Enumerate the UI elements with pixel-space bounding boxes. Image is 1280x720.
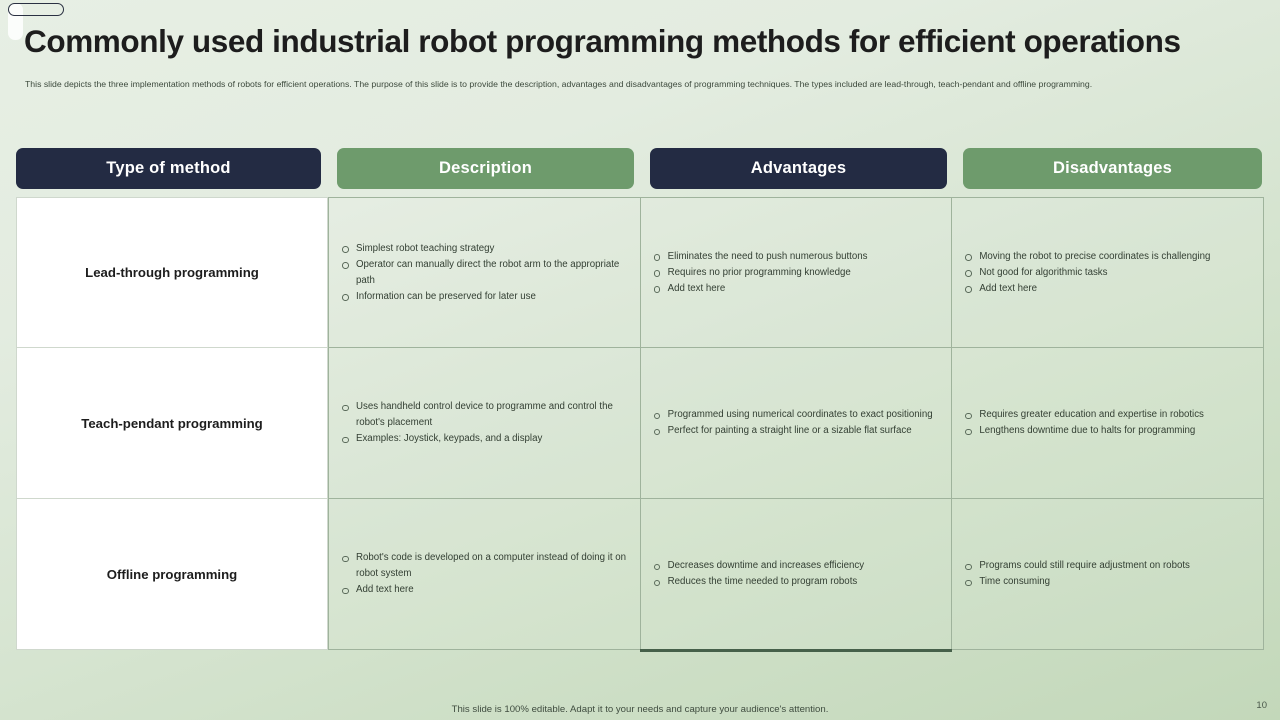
bullet-item: Information can be preserved for later u… — [337, 289, 640, 305]
comparison-table: Lead-through programming Simplest robot … — [16, 197, 1265, 652]
bullet-item: Add text here — [337, 582, 640, 598]
bullet-item: Lengthens downtime due to halts for prog… — [960, 423, 1263, 439]
bullet-item: Not good for algorithmic tasks — [960, 265, 1263, 281]
advantages-list: Programmed using numerical coordinates t… — [649, 407, 952, 439]
bullet-item: Requires no prior programming knowledge — [649, 265, 952, 281]
method-name-cell: Offline programming — [16, 499, 328, 650]
disadvantages-cell: Requires greater education and expertise… — [952, 348, 1265, 499]
page-number: 10 — [1256, 700, 1267, 711]
bullet-item: Examples: Joystick, keypads, and a displ… — [337, 431, 640, 447]
bullet-item: Add text here — [649, 281, 952, 297]
disadvantages-cell: Moving the robot to precise coordinates … — [952, 197, 1265, 348]
bullet-item: Add text here — [960, 281, 1263, 297]
table-row: Teach-pendant programming Uses handheld … — [16, 348, 1265, 499]
description-list: Simplest robot teaching strategy Operator… — [337, 241, 640, 305]
method-name-cell: Teach-pendant programming — [16, 348, 328, 499]
description-cell: Simplest robot teaching strategy Operator… — [328, 197, 641, 348]
description-cell: Robot's code is developed on a computer … — [328, 499, 641, 650]
bullet-item: Reduces the time needed to program robot… — [649, 574, 952, 590]
bullet-item: Programs could still require adjustment … — [960, 558, 1263, 574]
column-header-advantages: Advantages — [650, 148, 947, 189]
disadvantages-cell: Programs could still require adjustment … — [952, 499, 1265, 650]
table-row: Offline programming Robot's code is deve… — [16, 499, 1265, 652]
bullet-item: Robot's code is developed on a computer … — [337, 550, 640, 582]
page-title: Commonly used industrial robot programmi… — [24, 23, 1181, 59]
table-header-row: Type of method Description Advantages Di… — [16, 148, 1264, 189]
disadvantages-list: Moving the robot to precise coordinates … — [960, 249, 1263, 297]
bullet-item: Perfect for painting a straight line or … — [649, 423, 952, 439]
accent-underline — [640, 649, 952, 652]
advantages-list: Decreases downtime and increases efficie… — [649, 558, 952, 590]
advantages-cell: Programmed using numerical coordinates t… — [640, 348, 953, 499]
column-header-disadvantages: Disadvantages — [963, 148, 1262, 189]
bullet-item: Requires greater education and expertise… — [960, 407, 1263, 423]
method-name-cell: Lead-through programming — [16, 197, 328, 348]
bullet-item: Decreases downtime and increases efficie… — [649, 558, 952, 574]
advantages-list: Eliminates the need to push numerous but… — [649, 249, 952, 297]
column-header-type-of-method: Type of method — [16, 148, 321, 189]
description-list: Robot's code is developed on a computer … — [337, 550, 640, 598]
bullet-item: Moving the robot to precise coordinates … — [960, 249, 1263, 265]
decorative-pill-outline — [8, 3, 64, 16]
bullet-item: Operator can manually direct the robot a… — [337, 257, 640, 289]
description-list: Uses handheld control device to programm… — [337, 399, 640, 447]
bullet-item: Uses handheld control device to programm… — [337, 399, 640, 431]
column-header-description: Description — [337, 148, 634, 189]
advantages-cell: Eliminates the need to push numerous but… — [640, 197, 953, 348]
slide-subtitle: This slide depicts the three implementat… — [25, 79, 1093, 89]
bullet-item: Eliminates the need to push numerous but… — [649, 249, 952, 265]
description-cell: Uses handheld control device to programm… — [328, 348, 641, 499]
bullet-item: Programmed using numerical coordinates t… — [649, 407, 952, 423]
advantages-cell: Decreases downtime and increases efficie… — [640, 499, 953, 650]
bullet-item: Simplest robot teaching strategy — [337, 241, 640, 257]
disadvantages-list: Requires greater education and expertise… — [960, 407, 1263, 439]
bullet-item: Time consuming — [960, 574, 1263, 590]
disadvantages-list: Programs could still require adjustment … — [960, 558, 1263, 590]
table-row: Lead-through programming Simplest robot … — [16, 197, 1265, 348]
editable-note: This slide is 100% editable. Adapt it to… — [451, 704, 829, 715]
